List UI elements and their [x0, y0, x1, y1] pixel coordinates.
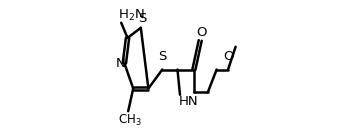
Text: S: S: [138, 13, 147, 25]
Text: S: S: [158, 50, 166, 63]
Text: N: N: [116, 57, 126, 70]
Text: HN: HN: [179, 95, 199, 108]
Text: $\mathregular{H_2N}$: $\mathregular{H_2N}$: [118, 8, 145, 23]
Text: O: O: [197, 26, 207, 39]
Text: $\mathregular{CH_3}$: $\mathregular{CH_3}$: [118, 112, 141, 128]
Text: O: O: [224, 50, 234, 63]
